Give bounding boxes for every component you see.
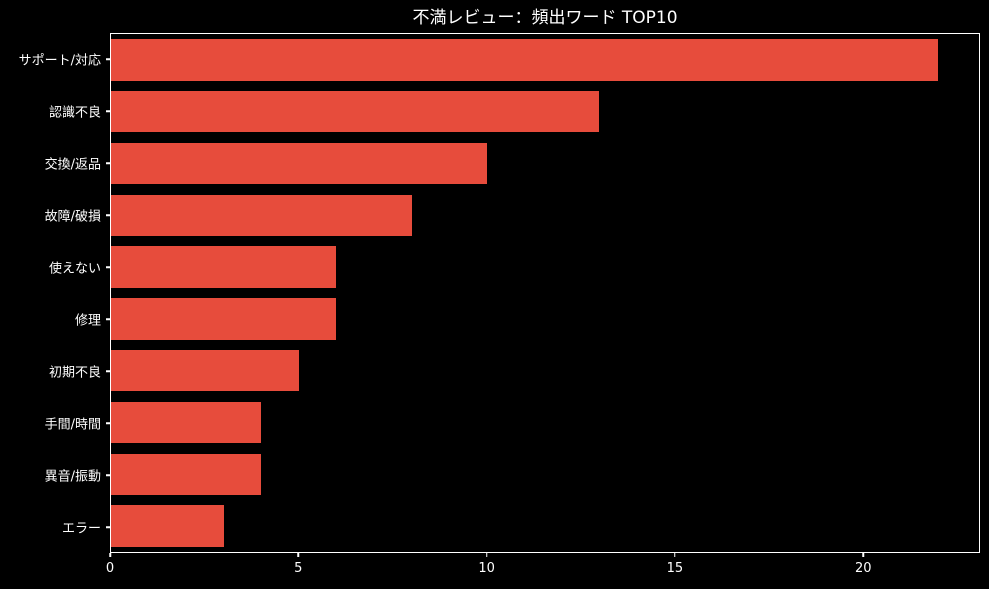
- bar: [111, 349, 299, 392]
- y-tick-label: エラー: [61, 521, 101, 537]
- y-tick-mark: [106, 214, 110, 216]
- bar: [111, 142, 487, 185]
- y-tick-label: 初期不良: [48, 365, 101, 381]
- x-tick-label: 20: [854, 561, 872, 576]
- x-tick-label: 0: [105, 561, 115, 576]
- x-tick-mark: [485, 553, 488, 557]
- bar: [111, 90, 600, 133]
- y-tick-label: 修理: [74, 313, 101, 329]
- x-tick-mark: [297, 553, 300, 557]
- bar: [111, 505, 224, 547]
- y-tick-mark: [106, 58, 110, 60]
- x-tick-mark: [862, 553, 864, 557]
- y-tick-mark: [106, 266, 110, 268]
- y-tick-label: 異音/振動: [44, 469, 101, 485]
- bar: [111, 401, 262, 444]
- y-tick-label: 交換/返品: [44, 157, 101, 173]
- y-tick-mark: [106, 526, 110, 528]
- bar: [111, 194, 412, 237]
- x-tick-label: 15: [666, 561, 684, 576]
- x-tick-label: 5: [294, 561, 303, 576]
- plot-area: [110, 33, 980, 553]
- y-tick-label: 使えない: [48, 261, 101, 277]
- y-tick-label: 故障/破損: [44, 209, 101, 225]
- y-tick-label: サポート/対応: [18, 53, 101, 69]
- x-tick-label: 10: [478, 561, 495, 576]
- y-tick-mark: [106, 110, 110, 112]
- y-tick-mark: [106, 162, 110, 164]
- y-tick-mark: [106, 318, 110, 320]
- y-tick-mark: [106, 370, 110, 372]
- bar: [111, 298, 337, 340]
- x-tick-mark: [109, 553, 111, 557]
- y-tick-mark: [106, 422, 110, 424]
- x-axis: 0 5 10 15 20: [106, 553, 980, 589]
- y-tick-label: 認識不良: [48, 105, 101, 121]
- y-tick-label: 手間/時間: [44, 417, 101, 433]
- bar: [111, 246, 337, 288]
- bar: [111, 39, 938, 81]
- bar: [111, 453, 262, 496]
- x-tick-mark: [674, 553, 676, 557]
- y-axis: サポート/対応認識不良交換/返品故障/破損使えない修理初期不良手間/時間異音/振…: [0, 33, 110, 553]
- chart-title: 不満レビュー：頻出ワード TOP10: [412, 8, 678, 28]
- y-tick-mark: [106, 474, 110, 476]
